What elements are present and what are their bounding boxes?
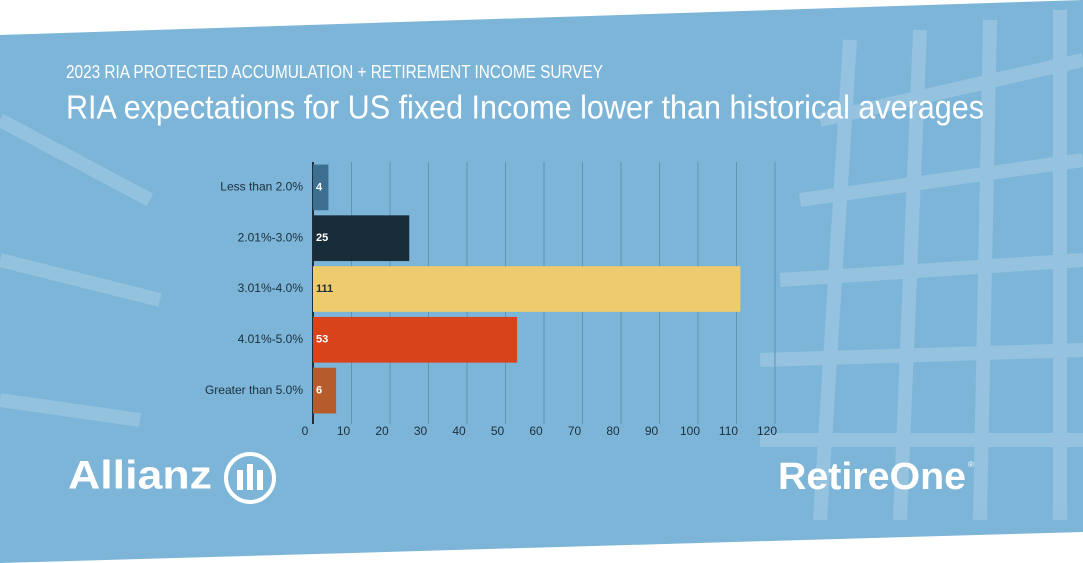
supertitle: 2023 RIA PROTECTED ACCUMULATION + RETIRE… [66,62,603,82]
x-tick-label: 80 [606,424,620,438]
allianz-icon [224,452,276,504]
y-tick-label: Less than 2.0% [220,180,303,194]
x-tick-label: 100 [680,424,700,438]
x-tick-label: 50 [491,424,505,438]
x-tick-label: 70 [568,424,582,438]
background-pattern [0,10,1083,521]
x-tick-label: 20 [375,424,389,438]
allianz-wordmark: Allianz [68,454,212,498]
y-tick-label: Greater than 5.0% [205,383,303,397]
value-label: 25 [316,232,328,244]
retireone-wordmark: RetireOne [778,456,966,498]
value-label: 53 [316,334,328,346]
bar [313,266,741,312]
chart-title: RIA expectations for US fixed Income low… [66,89,984,126]
bar [313,215,410,262]
x-tick-label: 0 [302,424,309,438]
allianz-logo: Allianz [68,452,276,504]
bar [313,164,329,211]
registered-mark: ® [968,460,974,469]
value-label: 4 [316,181,323,193]
x-tick-label: 120 [757,424,777,438]
x-tick-label: 110 [719,424,738,438]
value-label: 6 [316,385,322,397]
x-tick-label: 40 [452,424,466,438]
y-tick-label: 4.01%-5.0% [238,332,304,346]
x-tick-label: 60 [529,424,543,438]
y-tick-label: 2.01%-3.0% [238,230,304,244]
value-label: 111 [316,283,333,295]
allianz-icon-bar [247,464,253,490]
plot: 0 10 20 30 40 50 60 70 80 90 100 110 120 Less than 2.… [205,162,777,438]
x-tick-label: 10 [337,424,351,438]
x-tick-label: 90 [645,424,659,438]
allianz-icon-bar [257,470,263,490]
y-tick-label: 3.01%-4.0% [238,281,304,295]
allianz-icon-bar [237,470,243,490]
bar [313,367,337,414]
bar [313,316,518,363]
x-tick-label: 30 [414,424,428,438]
